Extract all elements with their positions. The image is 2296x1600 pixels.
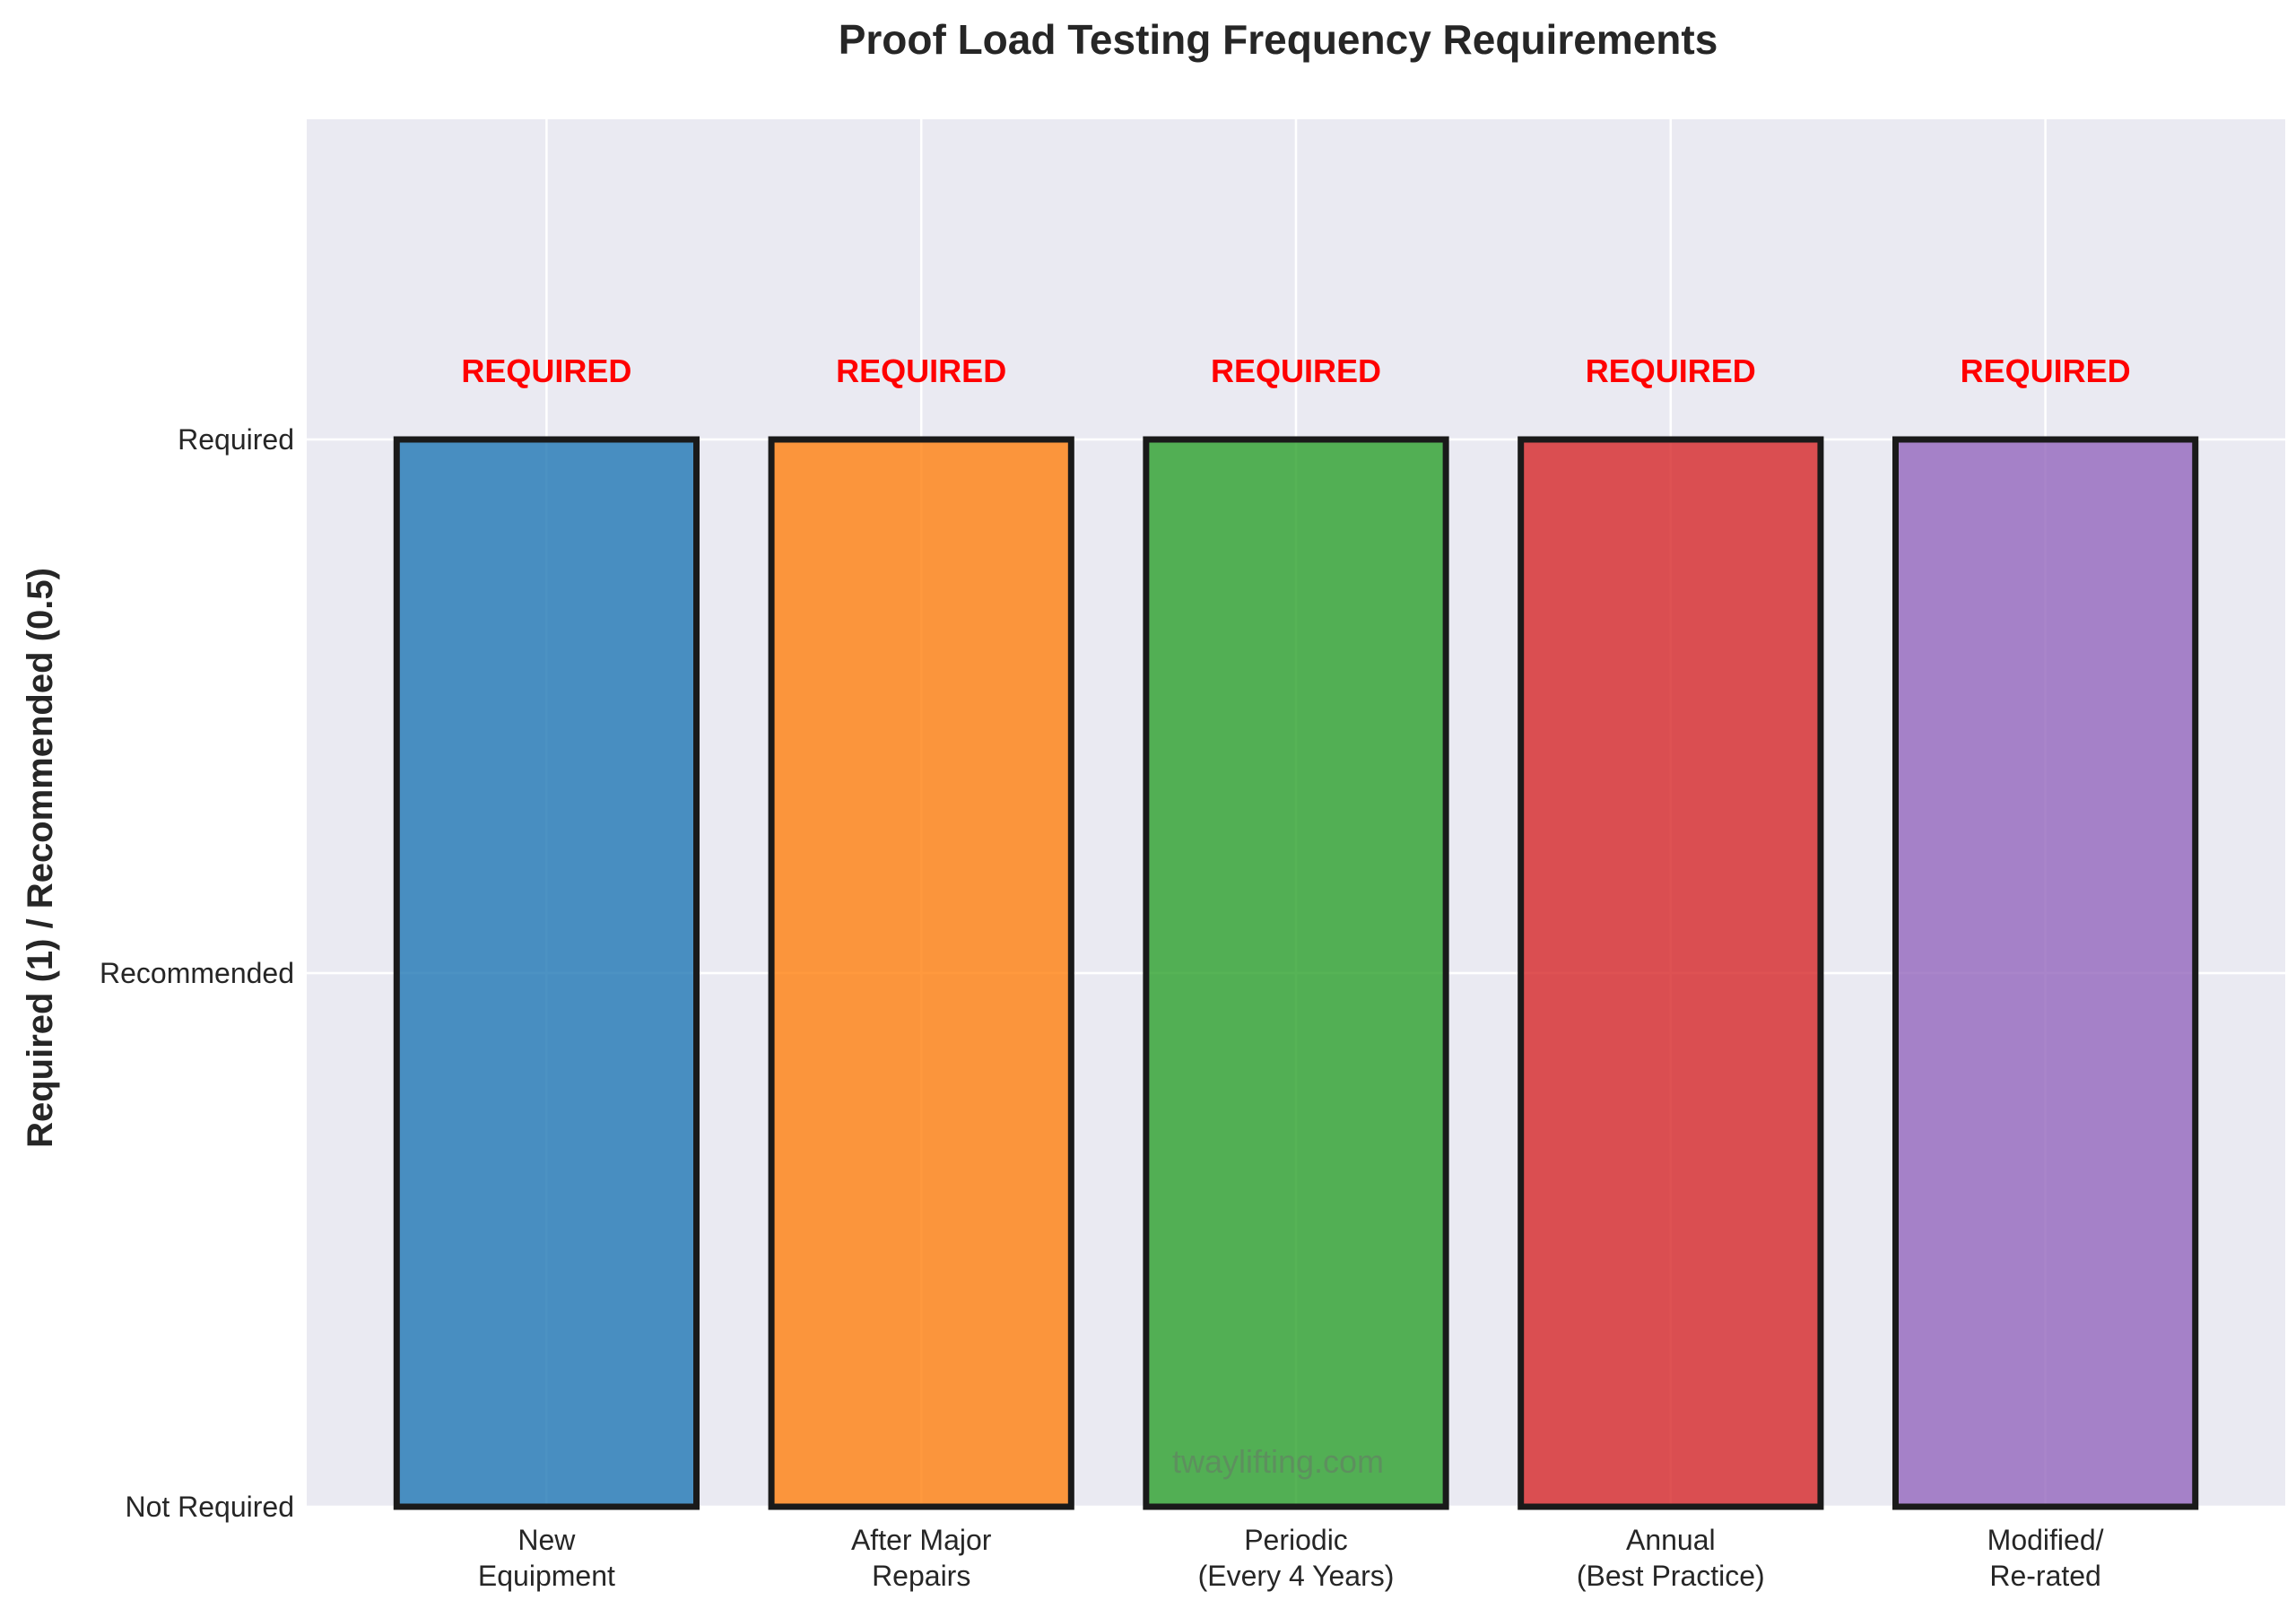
bar-value-label: REQUIRED (836, 352, 1006, 389)
bar (1892, 436, 2199, 1510)
watermark: twaylifting.com (1172, 1443, 1384, 1480)
bar (1143, 436, 1449, 1510)
bar-value-label: REQUIRED (1961, 352, 2131, 389)
x-tick-label: Modified/Re-rated (1987, 1524, 2104, 1592)
y-tick-label: Not Required (125, 1491, 294, 1523)
bars (393, 436, 2199, 1510)
y-axis-label: Required (1) / Recommended (0.5) (21, 568, 60, 1148)
x-axis-ticks: New Equipment After Major Repairs Periodic (E… (478, 1524, 2104, 1592)
bar-labels: REQUIRED REQUIRED REQUIRED REQUIRED REQUIRED (461, 352, 2130, 389)
bar (768, 436, 1074, 1510)
x-tick-label: After Major Repairs (851, 1524, 992, 1592)
bar (393, 436, 700, 1510)
bar (1518, 436, 1824, 1510)
bar-value-label: REQUIRED (1211, 352, 1381, 389)
x-tick-label: Periodic (Every 4 Years) (1198, 1524, 1395, 1592)
x-tick-label: New Equipment (478, 1524, 615, 1592)
x-tick-label: Annual (Best Practice) (1577, 1524, 1765, 1592)
y-tick-label: Recommended (100, 957, 294, 989)
y-axis-ticks: Not Required Recommended Required (100, 423, 294, 1523)
y-tick-label: Required (178, 423, 294, 456)
bar-value-label: REQUIRED (1586, 352, 1756, 389)
chart-title: Proof Load Testing Frequency Requirement… (839, 16, 1718, 63)
bar-value-label: REQUIRED (461, 352, 631, 389)
